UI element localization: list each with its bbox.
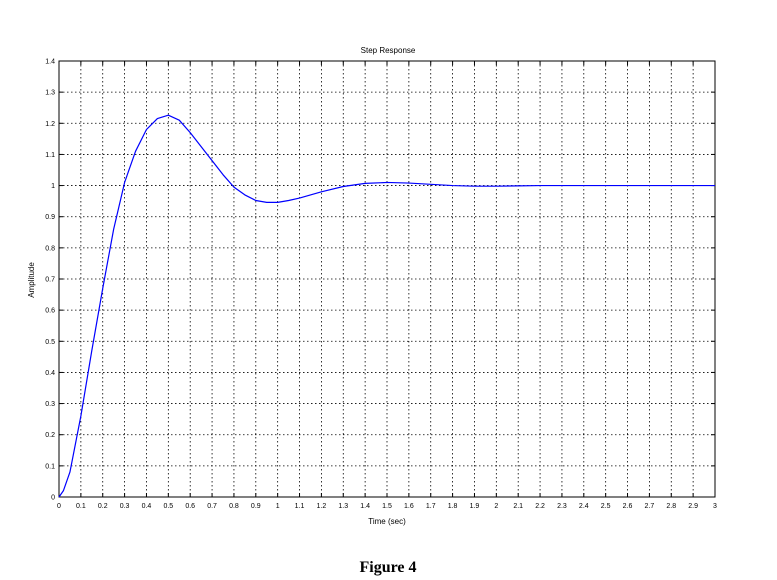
x-tick-label: 0.4 bbox=[142, 503, 152, 510]
y-tick-label: 0.1 bbox=[45, 463, 55, 470]
y-tick-label: 0.9 bbox=[45, 214, 55, 221]
x-tick-label: 2.7 bbox=[645, 503, 655, 510]
x-tick-label: 2.6 bbox=[623, 503, 633, 510]
x-tick-label: 1.1 bbox=[295, 503, 305, 510]
x-tick-label: 1.5 bbox=[382, 503, 392, 510]
x-tick-label: 3 bbox=[713, 503, 717, 510]
y-tick-label: 0.2 bbox=[45, 432, 55, 439]
grid-lines bbox=[59, 61, 715, 497]
y-tick-label: 0.5 bbox=[45, 339, 55, 346]
x-tick-label: 2.4 bbox=[579, 503, 589, 510]
x-tick-label: 0.2 bbox=[98, 503, 108, 510]
x-axis-label: Time (sec) bbox=[368, 517, 406, 526]
y-tick-label: 1.1 bbox=[45, 152, 55, 159]
x-tick-label: 1.7 bbox=[426, 503, 436, 510]
x-tick-label: 1.9 bbox=[470, 503, 480, 510]
chart-title: Step Response bbox=[361, 46, 416, 55]
y-tick-label: 0.6 bbox=[45, 308, 55, 315]
x-tick-label: 2.8 bbox=[666, 503, 676, 510]
x-tick-label: 1.6 bbox=[404, 503, 414, 510]
y-tick-label: 0.4 bbox=[45, 370, 55, 377]
y-tick-label: 0.7 bbox=[45, 277, 55, 284]
x-tick-label: 0.8 bbox=[229, 503, 239, 510]
x-tick-label: 1 bbox=[276, 503, 280, 510]
figure-caption: Figure 4 bbox=[359, 559, 416, 576]
x-tick-label: 2.3 bbox=[557, 503, 567, 510]
x-tick-label: 1.4 bbox=[360, 503, 370, 510]
x-tick-label: 2.2 bbox=[535, 503, 545, 510]
step-response-line bbox=[58, 114, 715, 498]
y-axis: 0 0.1 0.2 0.3 0.4 0.5 0.6 0.7 0.8 0.9 1 1.1 1.2 1.3 1.… bbox=[45, 59, 715, 502]
y-axis-label: Amplitude bbox=[27, 262, 36, 298]
y-tick-label: 0.3 bbox=[45, 401, 55, 408]
y-tick-label: 1.3 bbox=[45, 90, 55, 97]
x-tick-label: 0 bbox=[57, 503, 61, 510]
x-tick-label: 0.6 bbox=[185, 503, 195, 510]
y-tick-label: 1.4 bbox=[45, 59, 55, 66]
y-tick-label: 1.2 bbox=[45, 121, 55, 128]
x-tick-label: 0.9 bbox=[251, 503, 261, 510]
x-tick-label: 2.9 bbox=[688, 503, 698, 510]
y-tick-label: 0.8 bbox=[45, 245, 55, 252]
y-tick-label: 1 bbox=[51, 183, 55, 190]
x-tick-label: 1.8 bbox=[448, 503, 458, 510]
series-layer bbox=[58, 114, 715, 498]
x-tick-label: 0.3 bbox=[120, 503, 130, 510]
x-tick-label: 2 bbox=[494, 503, 498, 510]
x-tick-label: 0.7 bbox=[207, 503, 217, 510]
x-axis: 0 0.1 0.2 0.3 0.4 0.5 0.6 0.7 0.8 0.9 1 1.1 1.2 1.3 1.… bbox=[57, 61, 717, 510]
x-tick-label: 2.5 bbox=[601, 503, 611, 510]
x-tick-label: 0.1 bbox=[76, 503, 86, 510]
y-tick-label: 0 bbox=[51, 495, 55, 502]
x-tick-label: 1.2 bbox=[317, 503, 327, 510]
x-tick-label: 2.1 bbox=[513, 503, 523, 510]
x-tick-label: 0.5 bbox=[163, 503, 173, 510]
x-tick-label: 1.3 bbox=[338, 503, 348, 510]
